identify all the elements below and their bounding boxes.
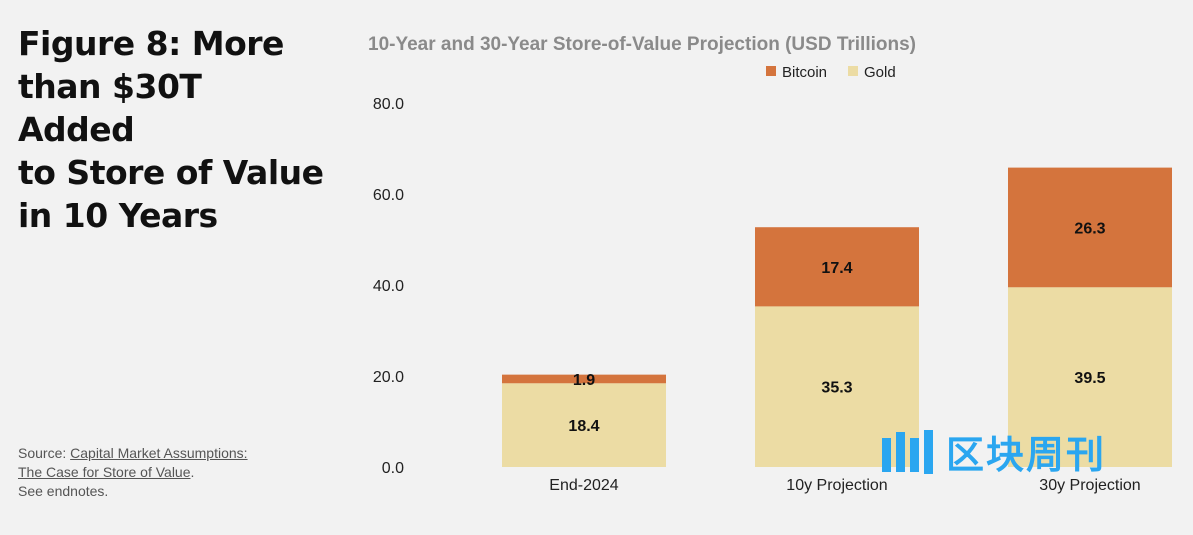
y-tick-label: 20.0 (373, 369, 404, 386)
legend-swatch-gold (848, 66, 858, 76)
x-tick-label: 30y Projection (1039, 477, 1140, 494)
bar-gold (755, 306, 919, 467)
data-label-gold: 39.5 (1074, 370, 1105, 387)
x-tick-label: 10y Projection (786, 477, 887, 494)
source-note: Source: Capital Market Assumptions: The … (18, 444, 318, 501)
chart-title: 10-Year and 30-Year Store-of-Value Proje… (368, 34, 916, 55)
bar-bitcoin (502, 374, 666, 384)
y-tick-label: 40.0 (373, 278, 404, 295)
figure-title-line: Figure 8: More (18, 24, 284, 63)
source-suffix: . (190, 464, 195, 480)
source-prefix: Source: (18, 445, 71, 461)
legend-swatch-bitcoin (766, 66, 776, 76)
figure-title-line: to Store of Value (18, 153, 324, 192)
source-link-line2[interactable]: The Case for Store of Value (18, 464, 191, 480)
legend-label-gold: Gold (864, 64, 896, 81)
watermark: 区块周刊 (880, 424, 1106, 479)
watermark-logo-icon (882, 429, 933, 474)
source-link-line1[interactable]: Capital Market Assumptions: (70, 445, 248, 461)
y-tick-label: 0.0 (382, 460, 404, 477)
watermark-text: 区块周刊 (946, 433, 1107, 477)
data-label-bitcoin: 17.4 (821, 260, 852, 277)
bar-bitcoin (755, 227, 919, 307)
bar-gold (1008, 287, 1172, 467)
data-label-gold: 18.4 (568, 418, 599, 435)
data-label-bitcoin: 26.3 (1074, 220, 1105, 237)
legend-label-bitcoin: Bitcoin (782, 64, 827, 81)
figure-title-line: in 10 Years (18, 196, 218, 235)
source-endnote: See endnotes. (18, 483, 109, 499)
figure-title-line: than $30T Added (18, 67, 202, 149)
y-tick-label: 80.0 (373, 96, 404, 113)
x-tick-label: End-2024 (549, 477, 618, 494)
data-label-gold: 35.3 (821, 380, 852, 397)
data-label-bitcoin: 1.9 (573, 372, 595, 389)
figure-title: Figure 8: More than $30T Added to Store … (18, 22, 328, 237)
bar-bitcoin (1008, 167, 1172, 288)
y-tick-label: 60.0 (373, 187, 404, 204)
bar-gold (502, 383, 666, 467)
